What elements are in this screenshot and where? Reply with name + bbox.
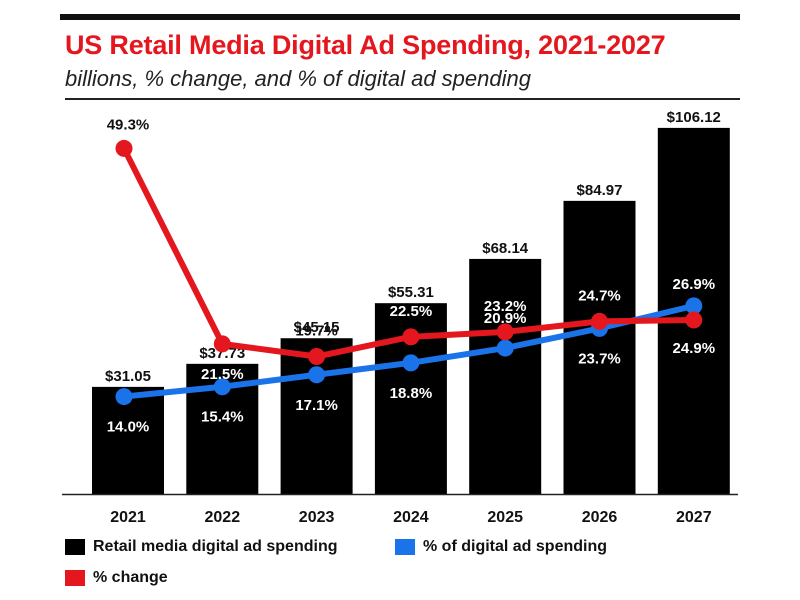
pct-digital-point-2022: [213, 378, 231, 396]
legend-swatch-blue: [395, 539, 415, 555]
pct-change-point-2026: [591, 312, 608, 330]
bar-2021: [92, 386, 164, 494]
x-tick-label-2026: 2026: [582, 509, 618, 526]
bar-label-2021: $31.05: [105, 368, 151, 385]
pct-digital-label-2024: 18.8%: [390, 385, 433, 402]
pct-change-point-2024: [402, 328, 420, 346]
pct-change-point-2021: [115, 139, 133, 157]
pct-change-label-2022: 21.5%: [201, 366, 244, 383]
pct-digital-label-2021: 14.0%: [107, 419, 150, 436]
pct-digital-point-2027: [685, 297, 703, 315]
legend-item-retail-spending: Retail media digital ad spending: [65, 538, 337, 556]
pct-digital-label-2026: 23.7%: [578, 350, 621, 367]
pct-digital-label-2023: 17.1%: [295, 397, 338, 414]
top-rule: [60, 14, 740, 20]
bar-label-2024: $55.31: [388, 284, 434, 301]
bar-label-2026: $84.97: [577, 182, 623, 199]
legend-label-pct-digital: % of digital ad spending: [423, 538, 607, 555]
x-tick-label-2025: 2025: [487, 509, 523, 526]
chart-title: US Retail Media Digital Ad Spending, 202…: [65, 30, 666, 60]
legend-item-pct-digital: % of digital ad spending: [395, 538, 607, 556]
pct-digital-label-2025: 20.9%: [484, 310, 527, 327]
bar-label-2023: $45.15: [294, 319, 340, 336]
pct-change-label-2021: 49.3%: [107, 116, 150, 133]
pct-change-point-2027: [685, 311, 703, 329]
bar-label-2025: $68.14: [482, 240, 529, 257]
pct-change-label-2023: 19.7%: [295, 323, 338, 340]
pct-digital-label-2027: 26.9%: [673, 276, 716, 293]
x-tick-label-2022: 2022: [205, 509, 241, 526]
pct-change-label-2027: 24.9%: [673, 340, 716, 357]
x-tick-label-2027: 2027: [676, 509, 712, 526]
x-tick-label-2024: 2024: [393, 509, 429, 526]
legend-swatch-red: [65, 570, 85, 586]
bar-2025: [469, 258, 542, 494]
pct-change-label-2024: 22.5%: [390, 303, 433, 320]
x-tick-label-2023: 2023: [299, 509, 335, 526]
pct-change-label-2025: 23.2%: [484, 298, 527, 315]
pct-change-point-2025: [496, 323, 514, 341]
legend-swatch-bar: [65, 539, 85, 555]
chart-legend: Retail media digital ad spending % of di…: [65, 538, 765, 598]
pct-digital-point-2021: [115, 388, 133, 406]
pct-change-point-2023: [308, 348, 326, 366]
legend-label-retail-spending: Retail media digital ad spending: [93, 538, 338, 555]
legend-item-pct-change: % change: [65, 569, 168, 587]
legend-label-pct-change: % change: [93, 569, 168, 586]
chart-subtitle: billions, % change, and % of digital ad …: [65, 66, 531, 91]
title-divider: [65, 98, 740, 100]
pct-digital-point-2025: [496, 339, 514, 357]
pct-digital-label-2022: 15.4%: [201, 409, 244, 426]
pct-change-label-2026: 24.7%: [578, 287, 621, 304]
x-tick-label-2021: 2021: [110, 509, 146, 526]
pct-digital-point-2023: [308, 366, 326, 384]
chart-canvas: $31.05 $37.73 $45.15 $55.31 $68.14 $84.97 $106…: [62, 109, 738, 526]
bar-2026: [563, 200, 636, 494]
pct-digital-point-2024: [402, 354, 420, 372]
bar-label-2027: $106.12: [667, 109, 721, 126]
bar-label-2022: $37.73: [199, 345, 245, 362]
pct-change-point-2022: [213, 335, 231, 353]
